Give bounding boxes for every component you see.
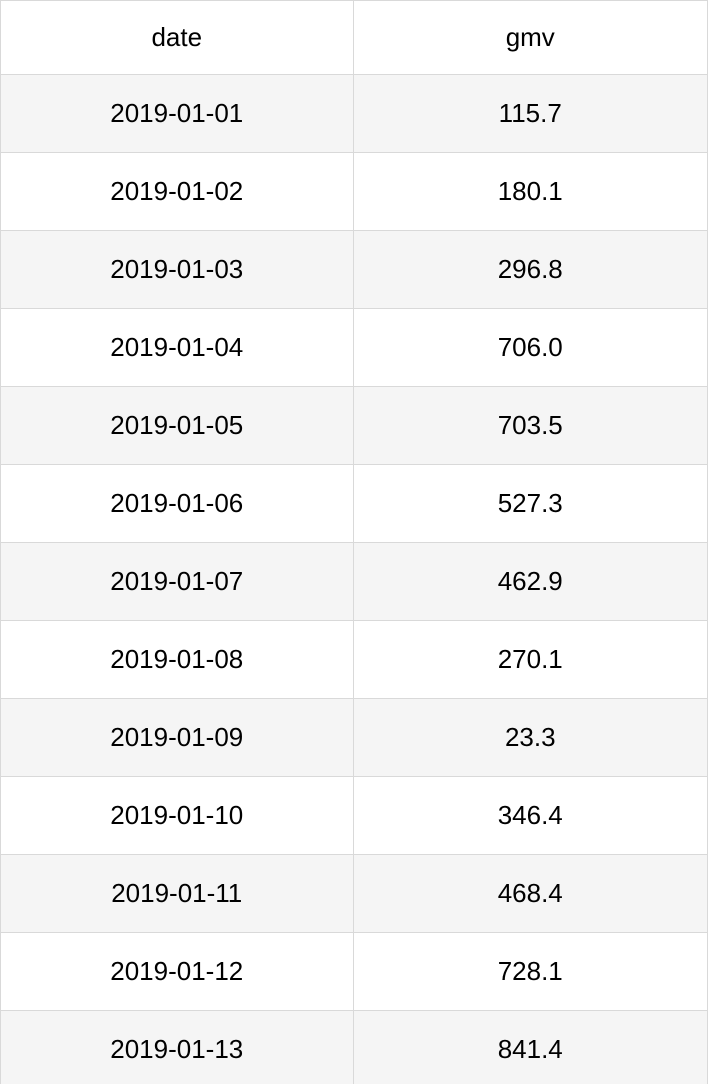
table-row: 2019-01-01 115.7	[1, 74, 707, 153]
cell-gmv: 527.3	[353, 464, 707, 543]
column-header-gmv: gmv	[353, 1, 707, 75]
cell-date: 2019-01-12	[1, 932, 354, 1011]
table-row: 2019-01-06 527.3	[1, 464, 707, 543]
cell-gmv: 706.0	[353, 308, 707, 387]
cell-date: 2019-01-11	[1, 854, 354, 933]
cell-date: 2019-01-09	[1, 698, 354, 777]
table-row: 2019-01-09 23.3	[1, 698, 707, 777]
header-row: date gmv	[1, 1, 707, 75]
table-row: 2019-01-05 703.5	[1, 386, 707, 465]
table-row: 2019-01-02 180.1	[1, 152, 707, 231]
cell-date: 2019-01-02	[1, 152, 354, 231]
table-row: 2019-01-08 270.1	[1, 620, 707, 699]
table-row: 2019-01-10 346.4	[1, 776, 707, 855]
cell-gmv: 728.1	[353, 932, 707, 1011]
table-header: date gmv	[1, 1, 707, 75]
cell-gmv: 462.9	[353, 542, 707, 621]
cell-gmv: 23.3	[353, 698, 707, 777]
cell-gmv: 703.5	[353, 386, 707, 465]
cell-date: 2019-01-01	[1, 74, 354, 153]
cell-date: 2019-01-04	[1, 308, 354, 387]
cell-date: 2019-01-07	[1, 542, 354, 621]
table-row: 2019-01-11 468.4	[1, 854, 707, 933]
cell-date: 2019-01-13	[1, 1010, 354, 1084]
cell-gmv: 270.1	[353, 620, 707, 699]
cell-gmv: 180.1	[353, 152, 707, 231]
table-row: 2019-01-13 841.4	[1, 1010, 707, 1084]
cell-date: 2019-01-06	[1, 464, 354, 543]
table-row: 2019-01-12 728.1	[1, 932, 707, 1011]
cell-date: 2019-01-03	[1, 230, 354, 309]
cell-date: 2019-01-05	[1, 386, 354, 465]
cell-gmv: 468.4	[353, 854, 707, 933]
table-row: 2019-01-04 706.0	[1, 308, 707, 387]
cell-gmv: 346.4	[353, 776, 707, 855]
cell-date: 2019-01-08	[1, 620, 354, 699]
cell-gmv: 296.8	[353, 230, 707, 309]
cell-date: 2019-01-10	[1, 776, 354, 855]
table-row: 2019-01-07 462.9	[1, 542, 707, 621]
column-header-date: date	[1, 1, 354, 75]
table-body: 2019-01-01 115.7 2019-01-02 180.1 2019-01-03…	[1, 74, 707, 1084]
cell-gmv: 115.7	[353, 74, 707, 153]
cell-gmv: 841.4	[353, 1010, 707, 1084]
table-row: 2019-01-03 296.8	[1, 230, 707, 309]
